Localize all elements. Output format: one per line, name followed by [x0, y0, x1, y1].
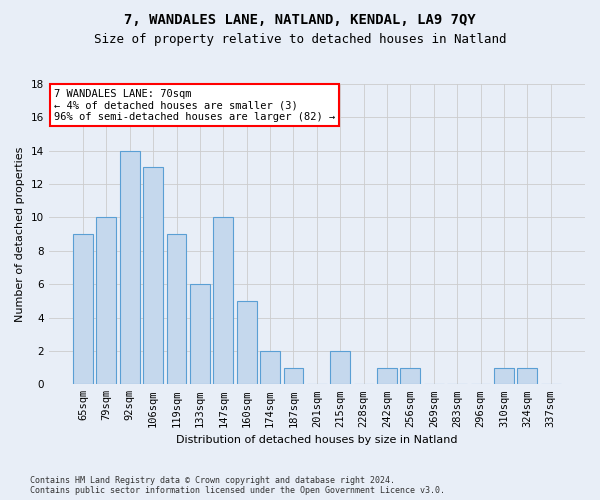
Bar: [97, 218, 116, 384]
Bar: [284, 368, 304, 384]
X-axis label: Distribution of detached houses by size in Natland: Distribution of detached houses by size …: [176, 435, 458, 445]
Bar: [494, 368, 514, 384]
Bar: [517, 368, 537, 384]
Text: 7, WANDALES LANE, NATLAND, KENDAL, LA9 7QY: 7, WANDALES LANE, NATLAND, KENDAL, LA9 7…: [124, 12, 476, 26]
Bar: [167, 234, 187, 384]
Text: 7 WANDALES LANE: 70sqm
← 4% of detached houses are smaller (3)
96% of semi-detac: 7 WANDALES LANE: 70sqm ← 4% of detached …: [54, 88, 335, 122]
Bar: [190, 284, 210, 384]
Bar: [214, 218, 233, 384]
Bar: [73, 234, 93, 384]
Bar: [120, 150, 140, 384]
Text: Size of property relative to detached houses in Natland: Size of property relative to detached ho…: [94, 32, 506, 46]
Bar: [330, 351, 350, 384]
Bar: [143, 168, 163, 384]
Bar: [237, 301, 257, 384]
Bar: [260, 351, 280, 384]
Y-axis label: Number of detached properties: Number of detached properties: [15, 146, 25, 322]
Text: Contains public sector information licensed under the Open Government Licence v3: Contains public sector information licen…: [30, 486, 445, 495]
Text: Contains HM Land Registry data © Crown copyright and database right 2024.: Contains HM Land Registry data © Crown c…: [30, 476, 395, 485]
Bar: [377, 368, 397, 384]
Bar: [400, 368, 421, 384]
